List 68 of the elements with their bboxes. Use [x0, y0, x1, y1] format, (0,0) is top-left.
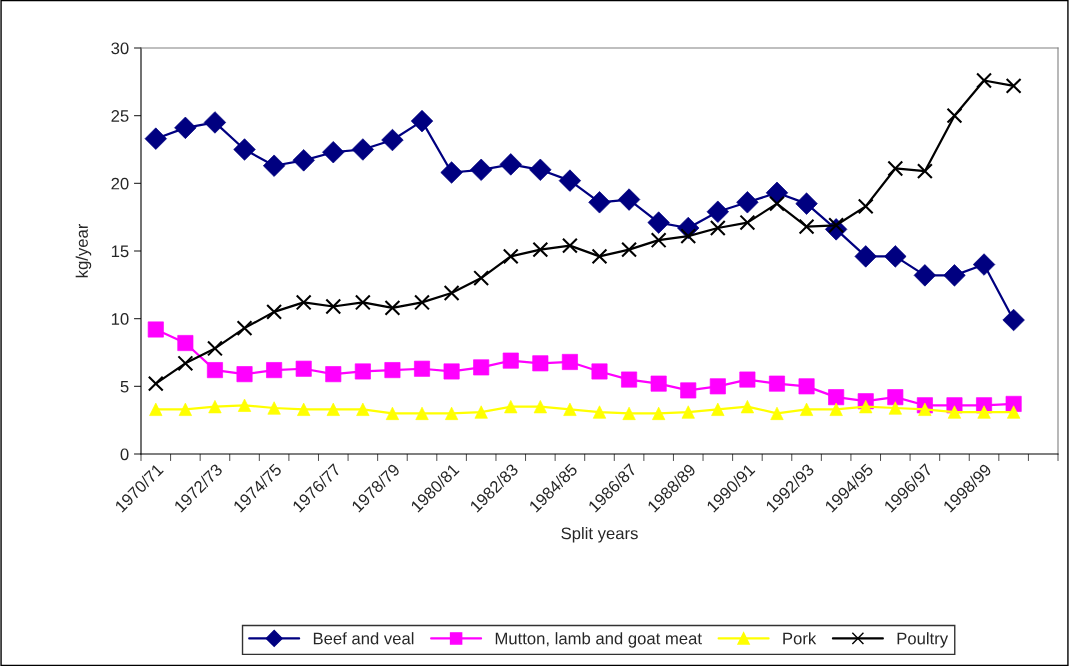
point: [622, 406, 636, 420]
point: [561, 353, 578, 370]
point: [384, 299, 401, 316]
point: [381, 128, 404, 152]
point: [621, 371, 638, 388]
point: [972, 253, 996, 276]
point: [652, 406, 666, 420]
legend-label: Pork: [783, 632, 817, 645]
point: [266, 362, 283, 379]
point: [473, 270, 490, 287]
point: [769, 195, 785, 212]
point: [829, 402, 843, 416]
point: [443, 284, 460, 301]
point: [650, 232, 667, 249]
point: [354, 294, 371, 311]
point: [739, 214, 756, 231]
y-tick-label: 0: [120, 448, 129, 461]
point: [1002, 308, 1025, 332]
point: [916, 163, 933, 180]
point: [295, 294, 312, 311]
y-tick-label: 10: [111, 313, 129, 325]
point: [799, 402, 814, 416]
point: [206, 362, 223, 379]
point: [647, 211, 670, 234]
point: [325, 298, 342, 315]
point: [709, 220, 726, 236]
point: [946, 107, 963, 124]
y-tick-label: 15: [111, 245, 129, 258]
point: [588, 191, 611, 214]
point: [414, 360, 431, 377]
point: [414, 294, 430, 311]
point: [208, 400, 222, 414]
point: [177, 355, 194, 372]
point: [854, 245, 877, 268]
point: [887, 160, 904, 177]
point: [736, 191, 759, 214]
legend-label: Beef and veal: [313, 632, 414, 645]
y-tick-label: 25: [111, 110, 129, 122]
point: [857, 198, 874, 215]
point: [206, 340, 223, 357]
point: [415, 406, 429, 420]
point: [532, 241, 549, 258]
y-tick-label: 5: [120, 380, 129, 393]
y-tick-label: 20: [111, 177, 129, 190]
point: [976, 72, 993, 89]
point: [918, 402, 932, 416]
point: [561, 237, 578, 254]
y-tick-label: 30: [111, 42, 129, 55]
point: [913, 264, 937, 287]
point: [470, 158, 493, 181]
legend-label: Mutton, lamb and goat meat: [495, 632, 702, 648]
point: [502, 248, 519, 265]
point: [236, 320, 253, 337]
point: [266, 303, 283, 320]
point: [621, 241, 638, 258]
point: [591, 248, 608, 265]
point: [529, 158, 552, 181]
legend-label: Poultry: [897, 632, 949, 648]
point: [1005, 77, 1022, 94]
point: [384, 362, 401, 379]
point: [147, 375, 164, 392]
point: [297, 402, 311, 416]
point: [292, 149, 315, 172]
point: [798, 218, 815, 235]
y-axis-title: kg/year: [75, 223, 92, 278]
point: [203, 111, 227, 134]
point: [178, 402, 192, 416]
x-axis-title: Split years: [561, 527, 638, 543]
